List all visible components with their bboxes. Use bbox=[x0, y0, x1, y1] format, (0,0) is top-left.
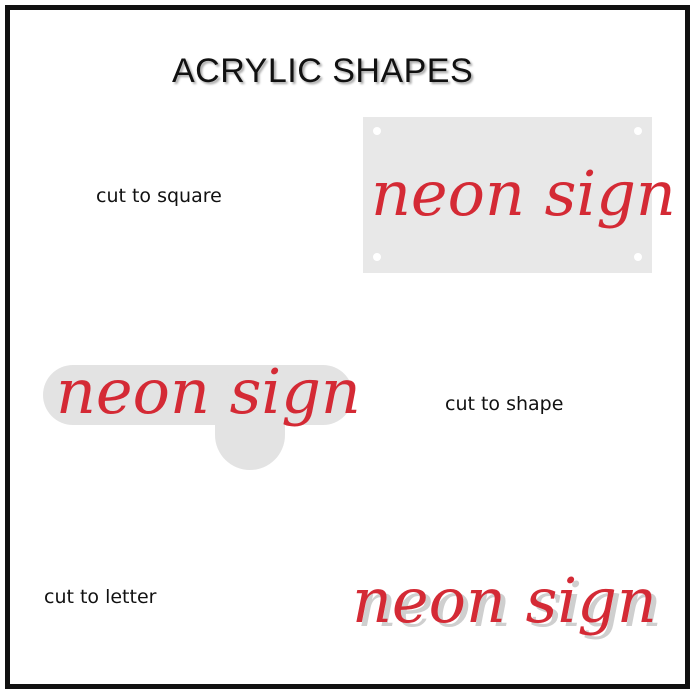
mounting-hole bbox=[373, 127, 381, 135]
square-acrylic-panel: neon sign bbox=[363, 117, 676, 273]
neon-sign-text-square: neon sign bbox=[371, 157, 676, 230]
page-title: ACRYLIC SHAPES bbox=[172, 52, 474, 90]
shape-acrylic-backing bbox=[43, 365, 353, 425]
label-cut-to-square: cut to square bbox=[96, 185, 222, 207]
neon-sign-text-letter: neon sign bbox=[352, 564, 657, 637]
label-cut-to-shape: cut to shape bbox=[445, 393, 564, 415]
neon-sign-text-shape: neon sign bbox=[56, 355, 361, 428]
letter-acrylic-outline: neon sign bbox=[357, 568, 662, 641]
label-cut-to-letter: cut to letter bbox=[44, 586, 157, 608]
mounting-hole bbox=[634, 253, 642, 261]
mounting-hole bbox=[373, 253, 381, 261]
shape-acrylic-backing-tail bbox=[215, 378, 285, 470]
mounting-hole bbox=[634, 127, 642, 135]
